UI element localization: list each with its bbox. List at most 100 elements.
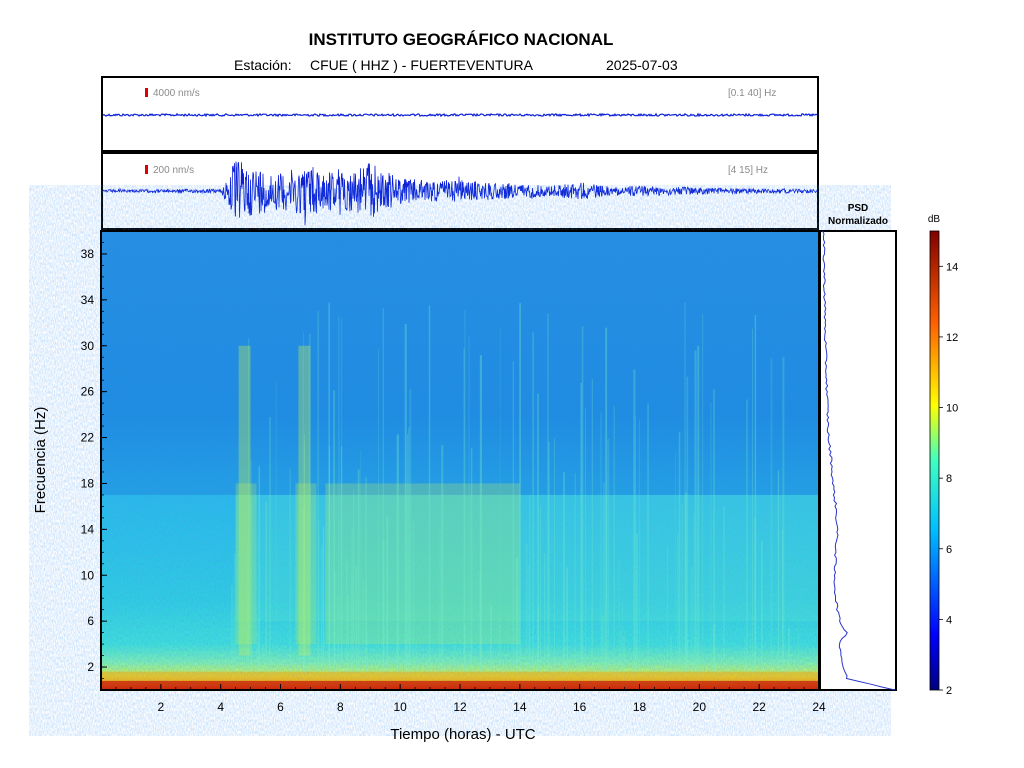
spectrogram-stripe — [289, 468, 291, 673]
spectrogram-stripe — [746, 399, 748, 673]
spectrogram-stripe — [525, 543, 528, 673]
spectrogram-stripe — [441, 444, 444, 673]
spectrogram-stripe — [308, 333, 311, 673]
spectrogram-stripe — [687, 639, 689, 673]
colorbar-tick-label: 6 — [946, 544, 952, 556]
spectrogram-stripe — [382, 308, 384, 673]
spectrogram-stripe — [408, 427, 410, 673]
spectrogram-stripe — [479, 570, 482, 673]
spectrogram-stripe — [498, 618, 501, 673]
spectrogram-stripe — [574, 473, 576, 673]
y-tick-label: 30 — [81, 339, 95, 353]
spectrogram-stripe — [322, 526, 325, 673]
spectrogram-stripe — [303, 332, 304, 673]
spectrogram-stripe — [347, 594, 349, 673]
y-tick-label: 34 — [81, 293, 95, 307]
spectrogram-stripe — [580, 383, 583, 673]
spectrogram-stripe — [334, 571, 336, 673]
date-label: 2025-07-03 — [606, 57, 678, 73]
spectrogram-stripe — [428, 305, 431, 673]
spectrogram-stripe — [634, 415, 636, 673]
seismogram-filtered-panel: 200 nm/s [4 15] Hz — [101, 152, 819, 230]
spectrogram-stripe — [464, 309, 466, 673]
spectrogram-active-period — [295, 483, 317, 645]
spectrogram-stripe — [607, 439, 610, 673]
spectrogram-stripe — [233, 553, 236, 673]
spectrogram-stripe — [600, 412, 602, 673]
spectrogram-strong-column — [298, 345, 311, 656]
x-tick-label: 8 — [337, 700, 344, 714]
spectrogram-stripe — [262, 643, 265, 673]
x-axis: 2 4 6 8 10 12 14 16 18 20 22 24 — [115, 684, 826, 714]
spectrogram-stripe — [407, 433, 409, 673]
panel2-amplitude-label: 200 nm/s — [153, 165, 194, 176]
spectrogram-stripe — [382, 539, 385, 673]
panel1-band-label: [0.1 40] Hz — [728, 88, 776, 99]
spectrogram-stripe — [797, 619, 799, 673]
spectrogram-stripe — [678, 431, 681, 673]
psd-title: PSD — [848, 203, 869, 214]
spectrogram-active-period — [235, 483, 257, 645]
spectrogram-stripe — [415, 642, 418, 673]
spectrogram-stripe — [302, 508, 305, 673]
spectrogram-stripe — [247, 544, 249, 673]
spectrogram-stripe — [753, 517, 757, 673]
spectrogram-stripe — [591, 379, 593, 673]
colorbar-ticks: 2 4 6 8 10 12 14 — [939, 261, 958, 697]
spectrogram-noise — [101, 231, 819, 690]
spectrogram-stripe — [532, 332, 535, 673]
station-label: CFUE ( HHZ ) - FUERTEVENTURA — [310, 57, 534, 73]
spectrogram-stripe — [591, 607, 593, 673]
colorbar-tick-label: 14 — [946, 261, 958, 273]
y-tick-label: 14 — [81, 522, 95, 536]
spectrogram-stripe — [303, 441, 305, 673]
spectrogram-stripe — [713, 389, 715, 673]
spectrogram-stripe — [554, 438, 555, 673]
spectrogram-stripe — [470, 638, 472, 673]
spectrogram-stripe — [412, 521, 415, 673]
spectrogram-stripe — [409, 388, 412, 673]
spectrogram-low-freq-glow — [101, 671, 819, 681]
spectrogram-stripe — [529, 494, 531, 673]
spectrogram-stripe — [710, 402, 712, 673]
spectrogram-panel: 2 4 6 8 10 12 14 16 18 20 22 24 261014182226303438 … — [32, 230, 826, 743]
spectrogram-stripe — [713, 624, 716, 673]
seismogram-broadband-panel: 4000 nm/s [0.1 40] Hz — [101, 76, 819, 152]
spectrogram-stripe — [470, 447, 473, 673]
x-tick-label: 6 — [277, 700, 284, 714]
spectrogram-stripe — [317, 310, 319, 673]
y-tick-label: 38 — [81, 247, 95, 261]
spectrogram-stripe — [346, 558, 348, 673]
colorbar-unit: dB — [928, 214, 941, 225]
colorbar-tick-label: 8 — [946, 473, 952, 485]
spectrogram-stripe — [581, 326, 584, 673]
spectrogram-stripe — [667, 547, 668, 673]
y-tick-label: 6 — [87, 614, 94, 628]
panel1-trace — [102, 112, 818, 118]
station-prefix: Estación: — [234, 57, 292, 73]
spectrogram-stripe — [365, 477, 367, 673]
spectrogram-stripe — [328, 302, 330, 673]
panel2-trace — [102, 161, 818, 226]
spectrogram-stripe — [337, 596, 339, 673]
x-tick-label: 14 — [513, 700, 527, 714]
spectrogram-stripe — [633, 369, 636, 673]
panel2-scale-marker — [145, 165, 148, 174]
x-tick-label: 22 — [752, 700, 766, 714]
spectrogram-stripe — [623, 634, 625, 673]
spectrogram-stripe — [366, 631, 368, 673]
spectrogram-upper-shade — [101, 231, 819, 495]
spectrogram-stripe — [723, 506, 725, 673]
spectrogram-stripe — [537, 606, 539, 673]
spectrogram-stripe — [547, 313, 549, 673]
colorbar: dB 2 4 6 8 10 12 14 — [928, 214, 958, 697]
spectrogram-stripe — [539, 507, 541, 673]
colorbar-tick-label: 10 — [946, 403, 958, 415]
x-tick-label: 20 — [693, 700, 707, 714]
spectrogram-stripe — [275, 381, 277, 673]
spectrogram-stripe — [378, 349, 379, 673]
spectrogram-stripe — [463, 348, 466, 673]
spectrogram-stripe — [777, 470, 780, 673]
spectrogram-stripe — [251, 496, 253, 673]
spectrogram-stripe — [248, 338, 250, 673]
